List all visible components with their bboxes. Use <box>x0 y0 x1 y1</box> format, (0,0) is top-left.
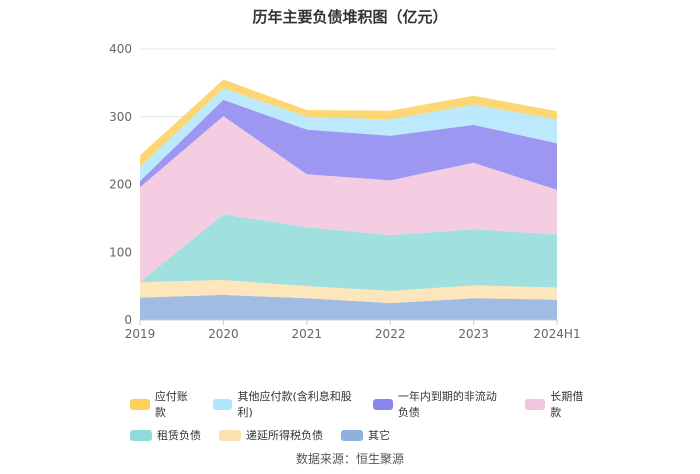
area-series-5 <box>140 88 557 182</box>
legend-label: 递延所得税负债 <box>246 429 323 442</box>
legend-item[interactable]: 其他应付款(含利息和股利) <box>212 388 355 420</box>
legend-item[interactable]: 长期借款 <box>525 388 590 420</box>
area-series-0 <box>140 294 557 320</box>
chart-title: 历年主要负债堆积图（亿元） <box>252 8 448 26</box>
y-tick-label: 200 <box>109 178 132 192</box>
legend-item[interactable]: 应付账款 <box>130 388 195 420</box>
x-tick-label: 2022 <box>375 327 406 341</box>
legend-item[interactable]: 租赁负债 <box>130 427 201 443</box>
legend-swatch <box>130 429 152 441</box>
data-source-note: 数据来源：恒生聚源 <box>295 452 404 466</box>
legend-row: 租赁负债 递延所得税负债 其它 <box>130 427 590 443</box>
legend-row: 应付账款 其他应付款(含利息和股利) 一年内到期的非流动负债 长期借款 <box>130 388 590 420</box>
legend-swatch <box>525 398 546 410</box>
legend-label: 应付账款 <box>154 390 188 419</box>
area-series-1 <box>140 280 557 304</box>
legend-item[interactable]: 一年内到期的非流动负债 <box>372 388 508 420</box>
x-tick-label: 2021 <box>292 327 323 341</box>
legend-label: 一年内到期的非流动负债 <box>397 390 497 419</box>
legend-item[interactable]: 其它 <box>341 427 390 443</box>
x-tick-label: 2023 <box>458 327 489 341</box>
legend-swatch <box>219 429 241 441</box>
y-tick-label: 400 <box>109 42 132 56</box>
legend-swatch <box>341 429 363 441</box>
legend-item[interactable]: 递延所得税负债 <box>219 427 323 443</box>
x-tick-label: 2019 <box>125 327 156 341</box>
x-tick-label: 2020 <box>208 327 239 341</box>
area-series-6 <box>140 79 557 167</box>
area-series-3 <box>140 116 557 283</box>
x-tick-label: 2024H1 <box>533 327 580 341</box>
legend-swatch <box>212 398 233 410</box>
y-tick-label: 0 <box>124 313 132 327</box>
legend-label: 其它 <box>368 429 390 442</box>
stacked-area-chart: 0 100 200 300 400 2019 2020 2021 2022 2023 2024H1 <box>109 42 581 341</box>
legend-label: 租赁负债 <box>157 429 201 442</box>
area-series-4 <box>140 99 557 190</box>
area-series <box>140 79 557 320</box>
legend: 应付账款 其他应付款(含利息和股利) 一年内到期的非流动负债 长期借款租赁负债 递延所得… <box>130 388 590 450</box>
legend-swatch <box>372 398 393 410</box>
axes: 0 100 200 300 400 2019 2020 2021 2022 2023 2024H1 <box>109 42 581 341</box>
area-series-2 <box>140 214 557 291</box>
legend-label: 其他应付款(含利息和股利) <box>237 390 352 419</box>
y-tick-label: 100 <box>109 245 132 259</box>
legend-label: 长期借款 <box>550 390 584 419</box>
legend-swatch <box>130 398 150 410</box>
y-tick-label: 300 <box>109 110 132 124</box>
